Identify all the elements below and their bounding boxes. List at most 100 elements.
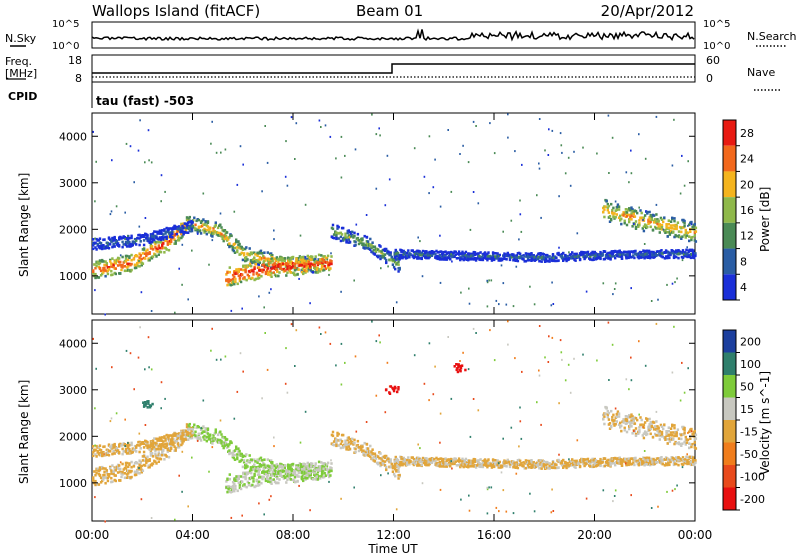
echo-cell	[333, 444, 335, 447]
echo-cell	[130, 476, 132, 479]
echo-cell	[655, 213, 657, 216]
noise-cell	[273, 238, 275, 240]
noise-cell	[469, 303, 471, 305]
echo-cell	[123, 243, 125, 246]
echo-cell	[285, 274, 287, 277]
echo-cell	[505, 258, 507, 261]
echo-cell	[530, 252, 532, 255]
echo-cell	[166, 237, 168, 240]
echo-cell	[252, 270, 254, 273]
echo-cell	[140, 254, 142, 257]
echo-cell	[630, 218, 632, 221]
echo-cell	[634, 422, 636, 425]
echo-cell	[188, 221, 190, 224]
echo-cell	[341, 233, 343, 236]
echo-cell	[503, 258, 505, 261]
echo-cell	[320, 268, 322, 271]
echo-cell	[683, 222, 685, 225]
echo-cell	[689, 230, 691, 233]
noise-cell	[269, 292, 271, 294]
echo-cell	[354, 448, 356, 451]
echo-cell	[294, 267, 296, 270]
echo-cell	[374, 460, 376, 463]
echo-cell	[603, 216, 605, 219]
echo-cell	[220, 233, 222, 236]
echo-cell	[202, 425, 204, 428]
echo-cell	[242, 259, 244, 262]
echo-cell	[225, 279, 227, 282]
echo-cell	[399, 464, 401, 467]
echo-cell	[648, 425, 650, 428]
echo-cell	[640, 251, 642, 254]
echo-cell	[135, 450, 137, 453]
echo-cell	[263, 468, 265, 471]
echo-cell	[277, 275, 279, 278]
echo-cell	[256, 254, 258, 257]
noise-cell	[424, 176, 426, 178]
echo-cell	[308, 261, 310, 264]
echo-cell	[664, 231, 666, 234]
echo-cell	[267, 267, 269, 270]
echo-cell	[92, 248, 94, 251]
echo-cell	[667, 438, 669, 441]
echo-cell	[357, 233, 359, 236]
echo-cell	[377, 256, 379, 259]
echo-cell	[206, 436, 208, 439]
echo-cell	[305, 270, 307, 273]
echo-cell	[493, 466, 495, 469]
echo-cell	[272, 467, 274, 470]
echo-cell	[285, 469, 287, 472]
noise-cell	[487, 305, 489, 307]
echo-cell	[207, 222, 209, 225]
nsearch-top-tick: 10^5	[703, 19, 730, 30]
echo-cell	[634, 250, 636, 253]
echo-cell	[695, 227, 697, 230]
echo-cell	[155, 255, 157, 258]
noise-cell	[187, 298, 189, 300]
echo-cell	[694, 462, 696, 465]
echo-cell	[161, 454, 163, 457]
noise-cell	[387, 265, 389, 267]
echo-cell	[309, 265, 311, 268]
echo-cell	[253, 474, 255, 477]
echo-cell	[168, 249, 170, 252]
echo-cell	[695, 434, 697, 437]
echo-cell	[672, 224, 674, 227]
noise-cell	[241, 308, 243, 310]
echo-cell	[622, 460, 624, 463]
noise-cell	[603, 282, 605, 284]
echo-cell	[108, 268, 110, 271]
echo-cell	[494, 459, 496, 462]
echo-cell	[193, 424, 195, 427]
echo-cell	[99, 259, 101, 262]
echo-cell	[228, 449, 230, 452]
echo-cell	[112, 243, 114, 246]
echo-cell	[548, 255, 550, 258]
echo-cell	[382, 460, 384, 463]
echo-cell	[267, 474, 269, 477]
echo-cell	[215, 428, 217, 431]
noise-cell	[666, 284, 668, 286]
echo-cell	[364, 442, 366, 445]
echo-cell	[663, 216, 665, 219]
echo-cell	[384, 253, 386, 256]
noise-cell	[133, 181, 135, 183]
echo-cell	[251, 484, 253, 487]
echo-cell	[390, 259, 392, 262]
echo-cell	[614, 257, 616, 260]
echo-cell	[101, 248, 103, 251]
echo-cell	[648, 457, 650, 460]
echo-cell	[680, 438, 682, 441]
noise-cell	[552, 130, 554, 132]
echo-cell	[605, 407, 607, 410]
y-tick-label: 4000	[59, 130, 87, 143]
echo-cell	[198, 219, 200, 222]
echo-cell	[530, 459, 532, 462]
echo-cell	[163, 251, 165, 254]
echo-cell	[301, 468, 303, 471]
echo-cell	[282, 263, 284, 266]
echo-cell	[158, 460, 160, 463]
echo-cell	[103, 471, 105, 474]
echo-cell	[548, 467, 550, 470]
echo-cell	[548, 258, 550, 261]
